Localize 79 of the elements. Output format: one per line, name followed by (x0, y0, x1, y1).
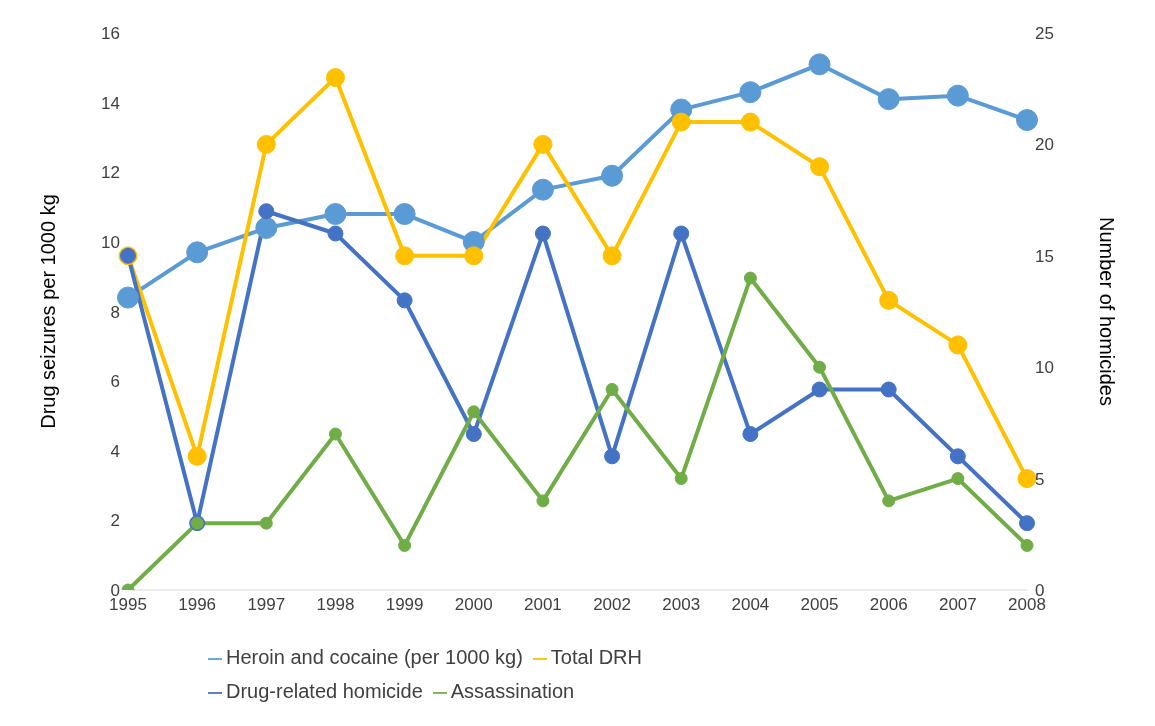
y2-tick-label: 15 (1035, 246, 1054, 266)
x-tick-label: 2005 (800, 595, 839, 615)
point (536, 494, 550, 508)
point (396, 292, 413, 309)
y-tick-label: 10 (101, 232, 120, 252)
point (948, 335, 968, 355)
y-tick-label: 16 (101, 24, 120, 44)
point (256, 134, 276, 154)
x-tick-label: 2004 (731, 595, 770, 615)
point (186, 241, 209, 264)
legend-label: Total DRH (550, 646, 642, 668)
point (327, 225, 344, 242)
x-tick-label: 2007 (938, 595, 977, 615)
point (398, 538, 412, 552)
point (740, 112, 760, 132)
x-tick-label: 1996 (178, 595, 217, 615)
point (810, 157, 830, 177)
point (601, 164, 624, 187)
x-tick-label: 2002 (593, 595, 631, 615)
x-tick-label: 2006 (869, 595, 908, 615)
point (324, 203, 347, 226)
point (1016, 109, 1038, 132)
point (1020, 538, 1034, 552)
point (951, 472, 965, 486)
point (258, 203, 275, 220)
point (674, 472, 688, 486)
point (464, 246, 484, 266)
y2-tick-label: 20 (1035, 135, 1054, 155)
y2-axis-title: Number of homicides (1095, 217, 1118, 406)
x-tick-label: 1997 (247, 595, 286, 615)
legend-label: Heroin and cocaine (per 1000 kg) (226, 646, 523, 668)
point (742, 426, 759, 443)
point (605, 382, 619, 396)
point (949, 448, 966, 465)
point (813, 360, 827, 374)
point (811, 381, 828, 398)
point (743, 271, 757, 285)
point (880, 381, 897, 398)
y-tick-label: 6 (110, 372, 120, 392)
legend-label: Assassination (450, 680, 575, 702)
point (882, 494, 896, 508)
x-tick-label: 2000 (454, 595, 493, 615)
point (877, 88, 900, 111)
point (602, 246, 622, 266)
x-tick-label: 1998 (316, 595, 355, 615)
point (187, 446, 207, 466)
y-axis-title: Drug seizures per 1000 kg (37, 194, 60, 429)
y-tick-label: 2 (110, 511, 120, 531)
point (739, 81, 762, 104)
point (393, 203, 416, 226)
y-tick-label: 8 (110, 302, 120, 322)
point (808, 53, 831, 76)
y2-tick-label: 25 (1035, 24, 1054, 44)
point (259, 516, 273, 530)
point (533, 134, 553, 154)
y2-tick-label: 5 (1035, 469, 1045, 489)
point (534, 225, 551, 242)
point (531, 178, 554, 201)
point (395, 246, 415, 266)
point (255, 216, 278, 239)
point (1017, 469, 1037, 489)
x-tick-label: 2001 (524, 595, 562, 615)
y2-tick-label: 10 (1035, 358, 1054, 378)
point (465, 426, 482, 443)
legend-label: Drug-related homicide (226, 680, 423, 702)
point (671, 112, 691, 132)
point (604, 448, 621, 465)
point (467, 405, 481, 419)
y-tick-label: 12 (101, 163, 120, 183)
point (879, 290, 899, 310)
y-tick-label: 14 (101, 93, 120, 113)
x-tick-label: 2003 (662, 595, 701, 615)
point (946, 84, 969, 107)
y-tick-label: 4 (110, 441, 120, 461)
point (325, 68, 345, 88)
point (1019, 515, 1035, 532)
x-tick-label: 1999 (385, 595, 424, 615)
point (673, 225, 690, 242)
point (328, 427, 342, 441)
